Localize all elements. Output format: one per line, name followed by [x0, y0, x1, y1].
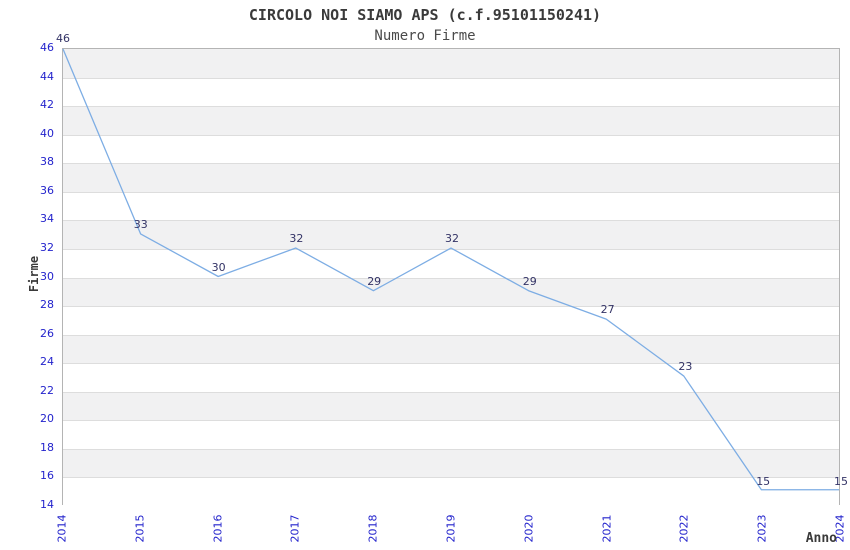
x-tick-label: 2020 — [522, 514, 536, 543]
x-tick-label: 2016 — [211, 514, 225, 543]
plot-band — [63, 334, 839, 364]
gridline — [63, 191, 839, 193]
x-tick-label: 2015 — [133, 514, 147, 543]
data-point-label: 15 — [756, 474, 771, 488]
x-tick-label: 2023 — [755, 514, 769, 543]
gridline — [63, 277, 839, 279]
plot-band — [63, 306, 839, 335]
x-tick-label: 2014 — [55, 514, 69, 543]
gridline — [63, 134, 839, 136]
gridline — [63, 306, 839, 308]
plot-band — [63, 49, 839, 78]
data-point-label: 46 — [56, 32, 70, 45]
data-point-label: 32 — [445, 231, 459, 245]
gridline — [63, 248, 839, 250]
y-tick-label: 18 — [40, 440, 54, 454]
plot-band — [63, 220, 839, 249]
y-tick-label: 44 — [40, 69, 54, 83]
y-tick-label: 24 — [40, 355, 54, 369]
plot-band — [63, 106, 839, 135]
gridline — [63, 77, 839, 79]
y-tick-label: 22 — [40, 383, 54, 397]
gridline — [63, 334, 839, 336]
y-tick-label: 42 — [40, 98, 54, 112]
y-tick-label: 26 — [40, 326, 54, 340]
gridline — [63, 420, 839, 422]
y-tick-label: 46 — [40, 41, 54, 54]
y-tick-label: 14 — [40, 498, 54, 511]
chart-subtitle: Numero Firme — [374, 28, 476, 44]
data-point-label: 29 — [367, 274, 382, 288]
plot-band — [63, 477, 839, 506]
gridline — [63, 477, 839, 479]
data-point-label: 15 — [834, 474, 848, 488]
firme-line — [62, 48, 839, 491]
plot-band — [63, 77, 839, 107]
x-tick-label: 2021 — [600, 514, 614, 543]
plot-band — [63, 134, 839, 164]
y-tick-label: 40 — [40, 126, 54, 140]
data-point-label: 29 — [522, 274, 537, 288]
x-tick-label: 2019 — [444, 514, 458, 543]
x-axis-title: Anno — [805, 531, 837, 546]
plot-band — [63, 163, 839, 192]
y-tick-label: 16 — [40, 469, 54, 483]
gridline — [63, 106, 839, 108]
gridline — [63, 391, 839, 393]
y-tick-label: 28 — [40, 298, 54, 312]
data-point-label: 30 — [211, 260, 226, 274]
gridline — [63, 220, 839, 222]
plot-band — [63, 420, 839, 449]
plot-band — [63, 391, 839, 421]
x-tick-label: 2022 — [677, 514, 691, 543]
y-tick-label: 32 — [40, 240, 54, 254]
y-tick-label: 20 — [40, 412, 54, 426]
y-tick-label: 36 — [40, 183, 54, 197]
data-point-label: 23 — [678, 360, 693, 374]
plot-band — [63, 363, 839, 392]
plot-band — [63, 448, 839, 478]
data-point-label: 33 — [133, 217, 148, 231]
line-series — [62, 48, 839, 491]
x-tick-label: 2018 — [366, 514, 380, 543]
plot-band — [63, 191, 839, 221]
gridline — [63, 363, 839, 365]
gridline — [63, 163, 839, 165]
data-point-label: 27 — [600, 303, 615, 317]
x-tick-label: 2017 — [288, 514, 302, 543]
chart-title: CIRCOLO NOI SIAMO APS (c.f.95101150241) — [248, 6, 602, 24]
gridline — [63, 448, 839, 450]
plot-band — [63, 248, 839, 278]
plot-band — [63, 277, 839, 307]
data-point-label: 32 — [289, 231, 304, 245]
plot-area: 46 33 30 32 29 32 29 27 23 15 15 — [56, 33, 848, 506]
y-tick-label: 34 — [40, 212, 54, 226]
y-tick-label: 30 — [40, 269, 54, 283]
y-tick-label: 38 — [40, 155, 54, 169]
